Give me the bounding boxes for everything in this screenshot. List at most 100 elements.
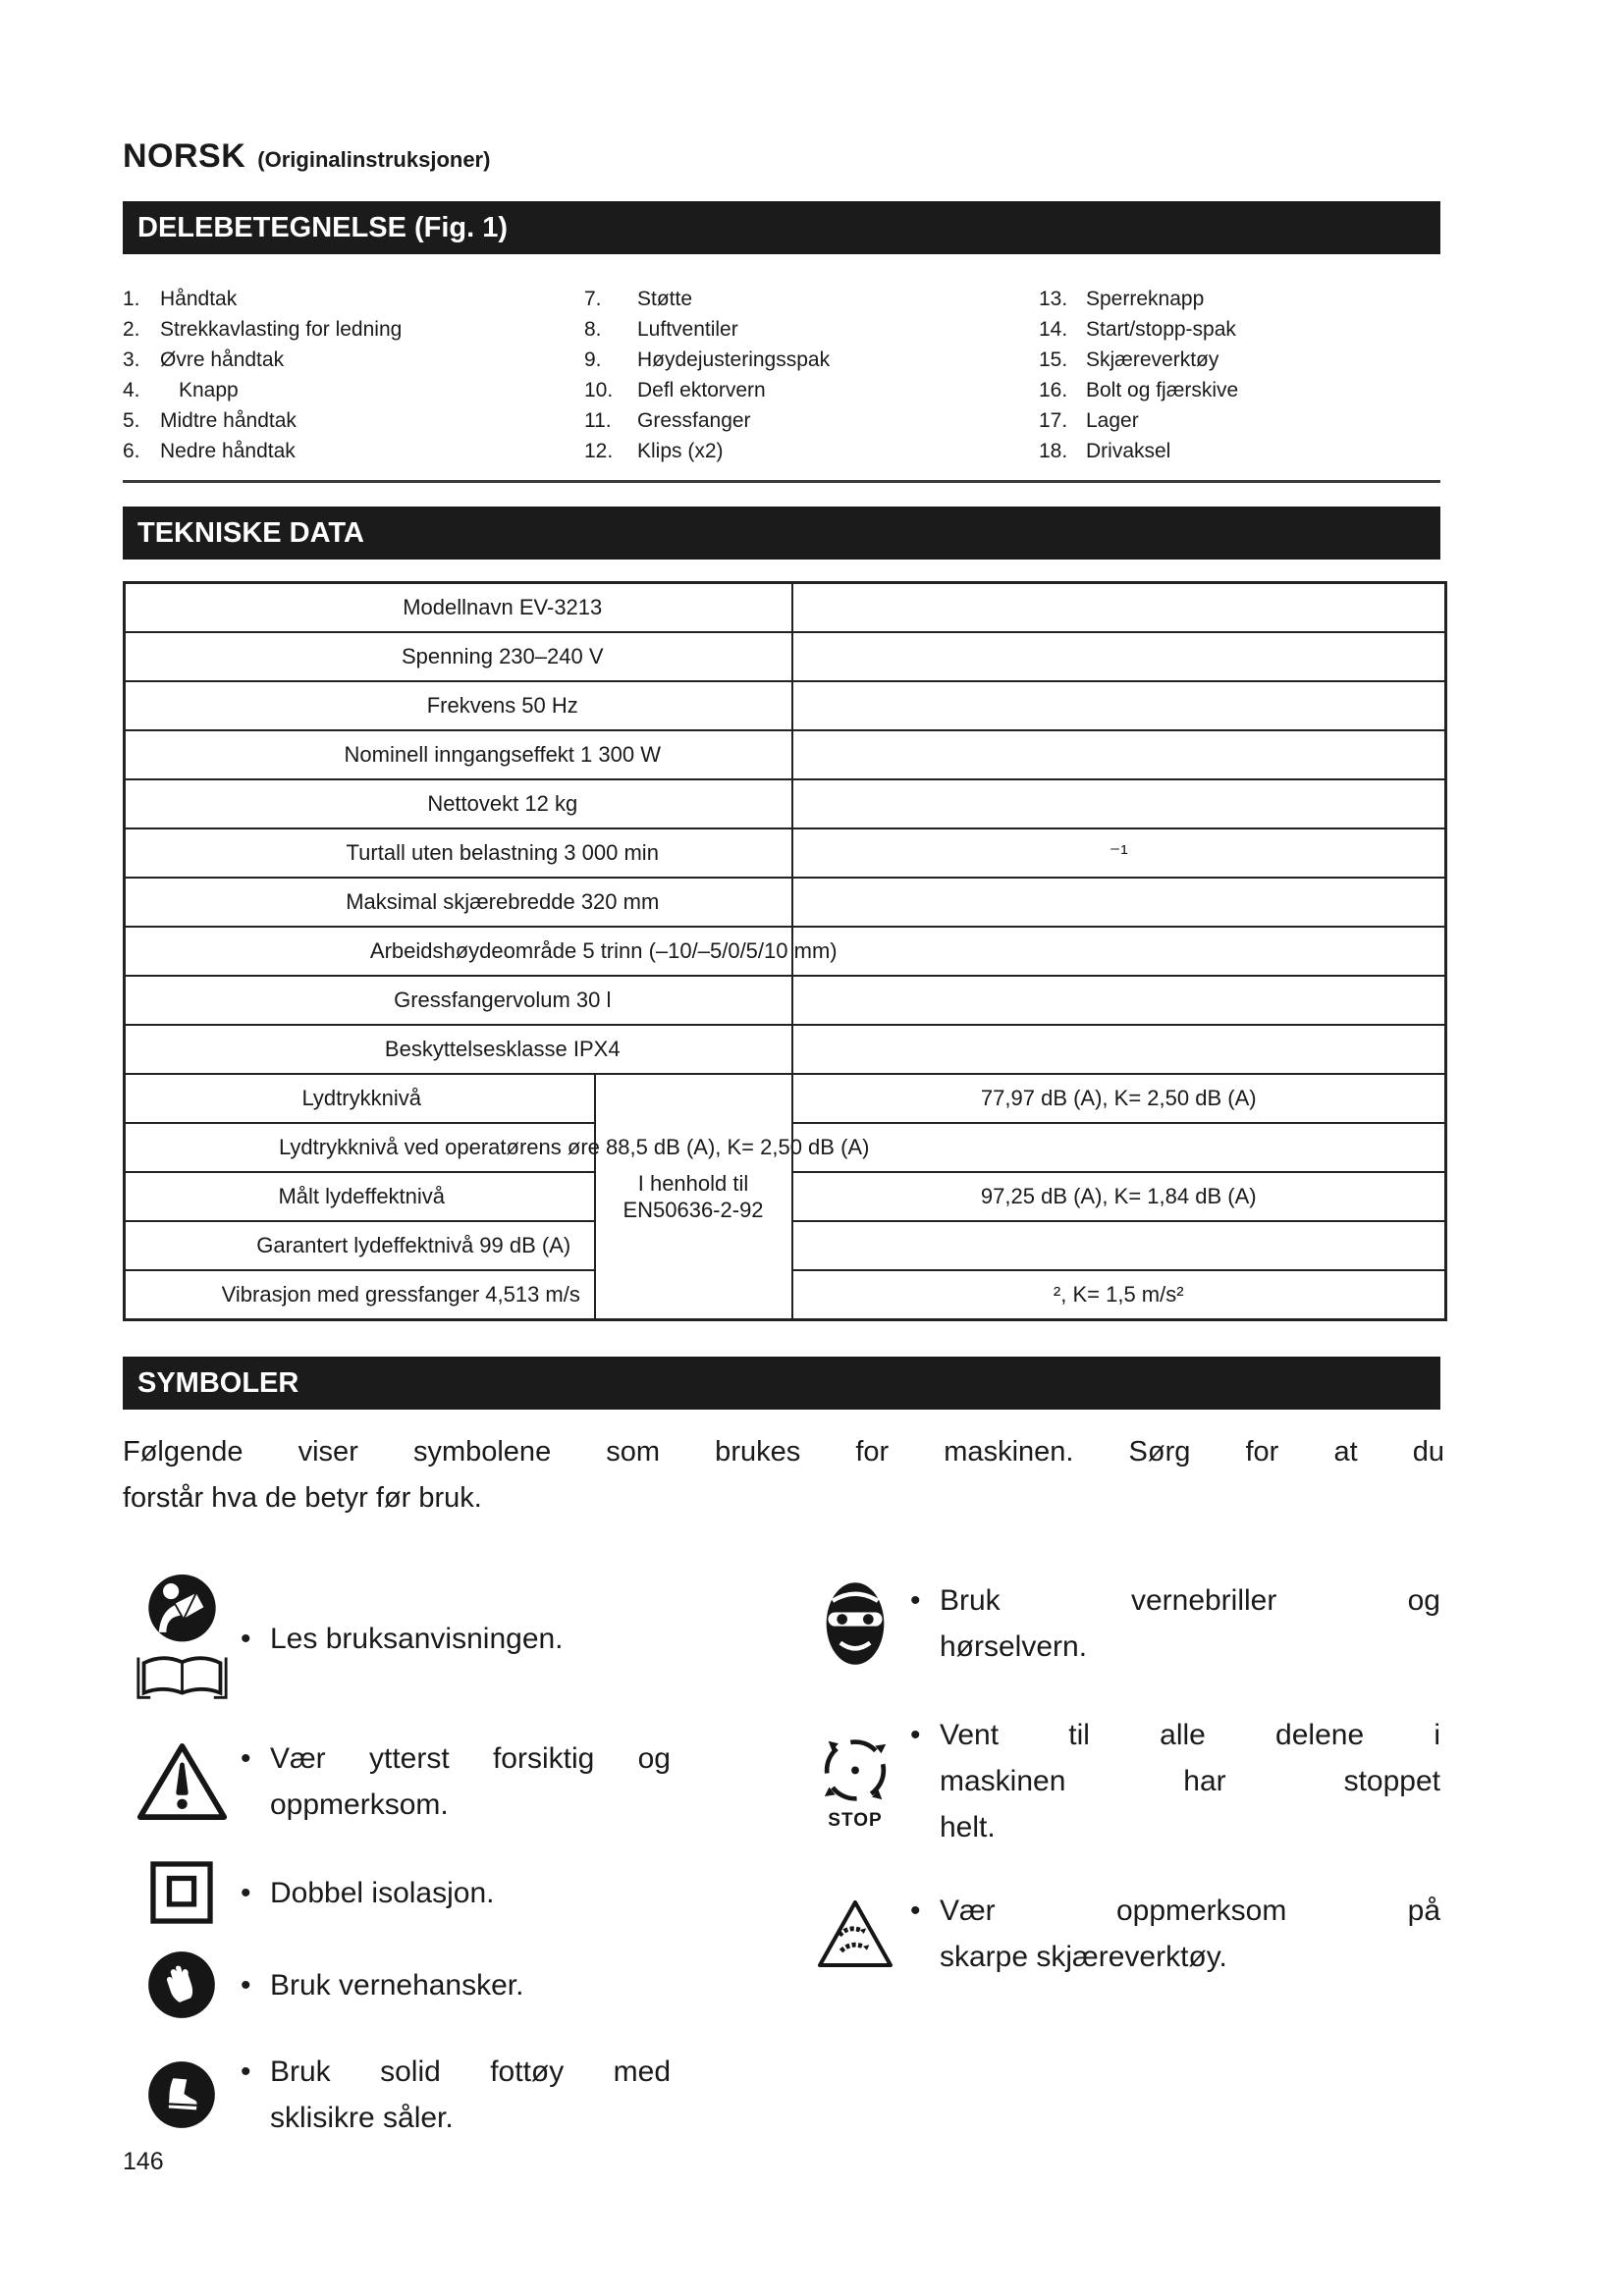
table-row: Maksimal skjærebredde 320 mm — [123, 877, 1447, 928]
symbol-icon-box — [123, 1949, 241, 2020]
table-label-text: Målt lydeffektnivå — [278, 1184, 446, 1208]
symbol-icon-box — [800, 1579, 910, 1668]
symbol-text-line: Bruk vernebriller og — [940, 1584, 1440, 1617]
part-number: 15. — [1039, 348, 1068, 371]
part-number: 5. — [123, 409, 140, 432]
symbol-text: • Bruk vernebriller og hørselvern. — [910, 1577, 1440, 1670]
part-item: 5. Midtre håndtak — [123, 405, 584, 436]
table-cell-value — [790, 680, 1447, 731]
symbol-text-line: Vær oppmerksom på — [940, 1895, 1440, 1927]
parts-list: 1. Håndtak 2. Strekkavlasting for ledning 3.… — [123, 284, 1440, 466]
table-cell-value — [790, 1024, 1447, 1075]
table-label-text: Garantert lydeffektnivå 99 dB (A) — [256, 1233, 571, 1257]
table-row: Målt lydeffektnivå 97,25 dB (A), K= 1,84 … — [123, 1171, 1447, 1222]
parts-column: 1. Håndtak 2. Strekkavlasting for ledning 3.… — [123, 284, 584, 466]
language-title: NORSK — [123, 137, 246, 175]
symbol-text-line: oppmerksom. — [270, 1789, 449, 1821]
symbol-icon-box: STOP — [800, 1730, 910, 1832]
symbols-section: • Les bruksanvisningen. • Vær ytterst fors… — [123, 1561, 1440, 2152]
divider-line — [123, 480, 1440, 483]
part-number: 13. — [1039, 288, 1068, 310]
symbol-item: • Bruk vernehansker. — [123, 1940, 671, 2030]
table-cell-label: Lydtrykknivå — [123, 1073, 596, 1124]
symbol-item: • Vær oppmerksom på skarpe skjæreverktøy. — [800, 1879, 1440, 1989]
table-cell-label: Frekvens 50 Hz — [123, 680, 793, 731]
protective-boots-icon — [148, 2061, 215, 2128]
table-cell-label: Gressfangervolum 30 l — [123, 975, 793, 1026]
part-label: Midtre håndtak — [160, 409, 297, 432]
part-number: 3. — [123, 348, 140, 371]
part-item: 1. Håndtak — [123, 284, 584, 314]
part-item: 3. Øvre håndtak — [123, 345, 584, 375]
table-label-text: Modellnavn EV-3213 — [403, 595, 603, 619]
bullet-icon: • — [910, 1718, 921, 1751]
part-label: Nedre håndtak — [160, 440, 296, 462]
symbol-text: • Bruk vernehansker. — [241, 1962, 671, 2008]
table-row: Frekvens 50 Hz — [123, 680, 1447, 731]
bullet-icon: • — [241, 1742, 251, 1775]
symbol-icon-box — [123, 2059, 241, 2130]
language-subtitle: (Originalinstruksjoner) — [257, 147, 491, 172]
stop-rotation-icon — [824, 1739, 887, 1801]
bullet-icon: • — [241, 1968, 251, 2002]
part-number: 4. — [123, 379, 140, 401]
symbol-text-line: Vær ytterst forsiktig og — [270, 1742, 671, 1775]
part-label: Klips (x2) — [637, 440, 724, 462]
table-label-text: Lydtrykknivå — [301, 1086, 421, 1110]
symbol-icon-box — [123, 1860, 241, 1925]
part-number: 6. — [123, 440, 140, 462]
part-item: 16. Bolt og fjærskive — [1039, 375, 1440, 405]
doc-header: NORSK (Originalinstruksjoner) — [123, 137, 1440, 176]
part-number: 2. — [123, 318, 140, 341]
part-number: 1. — [123, 288, 140, 310]
table-label-text: Nominell inngangseffekt 1 300 W — [344, 742, 661, 767]
table-cell-value: ², K= 1,5 m/s² — [790, 1269, 1447, 1321]
part-item: 18. Drivaksel — [1039, 436, 1440, 466]
part-number: 17. — [1039, 409, 1068, 432]
table-cell-value — [790, 926, 1447, 977]
table-cell-value — [790, 975, 1447, 1026]
table-label-text: Gressfangervolum 30 l — [394, 988, 612, 1012]
table-label-text: Nettovekt 12 kg — [427, 791, 578, 816]
table-label-text: Maksimal skjærebredde 320 mm — [346, 889, 660, 914]
symbol-item: STOP • Vent til alle delene i maskinen har … — [800, 1694, 1440, 1867]
technical-data-table: Modellnavn EV-3213 Spenning 230–240 V Frek… — [123, 581, 1447, 1321]
part-label: Knapp — [179, 379, 239, 401]
symbol-text-line: Les bruksanvisningen. — [270, 1622, 564, 1655]
bullet-icon: • — [241, 2056, 251, 2088]
symbol-text-line: Vent til alle delene i — [940, 1718, 1440, 1751]
part-label: Håndtak — [160, 288, 238, 310]
table-cell-label: Arbeidshøydeområde 5 trinn (–10/–5/0/5/1… — [123, 926, 838, 977]
double-insulation-icon — [150, 1861, 213, 1924]
symbol-item: • Vær ytterst forsiktig og oppmerksom. — [123, 1722, 671, 1842]
part-label: Drivaksel — [1086, 440, 1171, 462]
symbol-icon-box — [123, 1740, 241, 1823]
part-label: Strekkavlasting for ledning — [160, 318, 403, 341]
table-row: Lydtrykknivå I henhold til EN50636-2-92 77,… — [123, 1073, 1447, 1321]
table-row: Turtall uten belastning 3 000 min ⁻¹ — [123, 828, 1447, 879]
table-row: Nettovekt 12 kg — [123, 778, 1447, 829]
section-title-technical: TEKNISKE DATA — [137, 517, 364, 549]
section-header-parts: DELEBETEGNELSE (Fig. 1) — [123, 201, 1440, 254]
part-number: 16. — [1039, 379, 1068, 401]
table-cell-label: Spenning 230–240 V — [123, 631, 793, 682]
part-item: 4. Knapp — [123, 375, 584, 405]
table-cell-value: ⁻¹ — [790, 828, 1447, 879]
symbol-item: • Bruk vernebriller og hørselvern. — [800, 1561, 1440, 1686]
section-title-symbols: SYMBOLER — [137, 1367, 299, 1399]
part-label: Lager — [1086, 409, 1139, 432]
table-cell-value — [790, 778, 1447, 829]
part-item: 12. Klips (x2) — [584, 436, 1039, 466]
part-number: 11. — [584, 409, 612, 432]
symbol-text: • Vær ytterst forsiktig og oppmerksom. — [241, 1735, 671, 1828]
table-cell-label: Maksimal skjærebredde 320 mm — [123, 877, 793, 928]
table-row: Modellnavn EV-3213 — [123, 581, 1447, 633]
protective-gloves-icon — [148, 1951, 215, 2018]
part-number: 18. — [1039, 440, 1068, 462]
part-item: 14. Start/stopp-spak — [1039, 314, 1440, 345]
table-row: Lydtrykknivå ved operatørens øre 88,5 dB… — [123, 1122, 1447, 1173]
table-cell-label: Modellnavn EV-3213 — [123, 581, 793, 633]
compliance-line: I henhold til — [637, 1171, 749, 1196]
symbols-column-left: • Les bruksanvisningen. • Vær ytterst fors… — [123, 1561, 671, 2152]
